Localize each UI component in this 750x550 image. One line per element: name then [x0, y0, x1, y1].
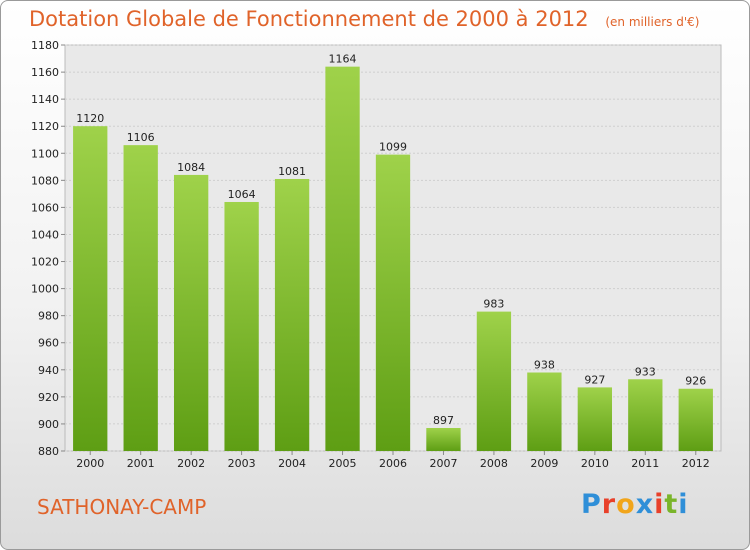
proxiti-logo: Proxiti — [581, 489, 689, 520]
data-label-2012: 926 — [685, 375, 706, 388]
logo-letter: P — [581, 489, 602, 520]
city-name: SATHONAY-CAMP — [37, 495, 207, 519]
y-tick-label: 940 — [38, 364, 59, 377]
x-tick-label-2004: 2004 — [278, 457, 306, 470]
bar-2005 — [325, 66, 360, 452]
data-label-2005: 1164 — [329, 53, 357, 66]
bar-2004 — [274, 178, 310, 452]
chart-title-text: Dotation Globale de Fonctionnement de 20… — [29, 7, 589, 31]
data-label-2006: 1099 — [379, 141, 407, 154]
y-tick-label: 980 — [38, 310, 59, 323]
y-tick-label: 1160 — [31, 66, 59, 79]
bar-2000 — [73, 126, 108, 451]
logo-letter: t — [664, 489, 679, 520]
y-tick-label: 1180 — [31, 39, 59, 52]
y-tick-label: 1080 — [31, 174, 59, 187]
x-tick-label-2008: 2008 — [480, 457, 508, 470]
data-label-2011: 933 — [635, 365, 656, 378]
y-tick-label: 880 — [38, 445, 59, 458]
logo-letter: i — [678, 489, 689, 520]
logo-letter: i — [654, 489, 665, 520]
y-tick-label: 1120 — [31, 120, 59, 133]
data-label-2009: 938 — [534, 359, 555, 372]
data-label-2007: 897 — [433, 414, 454, 427]
y-tick-label: 1100 — [31, 147, 59, 160]
bar-2002 — [173, 174, 209, 452]
bar-2011 — [628, 379, 663, 451]
y-tick-label: 900 — [38, 418, 59, 431]
x-tick-label-2011: 2011 — [631, 457, 659, 470]
x-tick-label-2003: 2003 — [228, 457, 256, 470]
bar-2001 — [123, 145, 158, 451]
y-tick-label: 1040 — [31, 228, 59, 241]
bar-2009 — [527, 372, 562, 451]
logo-letter: o — [616, 489, 636, 520]
x-tick-label-2000: 2000 — [76, 457, 104, 470]
bar-2012 — [678, 388, 713, 451]
data-label-2002: 1084 — [177, 161, 205, 174]
bar-2010 — [577, 387, 613, 451]
bar-2003 — [224, 201, 259, 451]
x-tick-label-2010: 2010 — [581, 457, 609, 470]
x-tick-label-2007: 2007 — [429, 457, 457, 470]
bar-2007 — [426, 427, 461, 451]
chart-subtitle: (en milliers d'€) — [605, 15, 700, 29]
data-label-2010: 927 — [584, 373, 605, 386]
x-tick-label-2005: 2005 — [329, 457, 357, 470]
y-tick-label: 960 — [38, 337, 59, 350]
data-label-2000: 1120 — [76, 112, 104, 125]
logo-letter: x — [635, 489, 655, 520]
bar-2006 — [375, 154, 411, 451]
x-tick-label-2006: 2006 — [379, 457, 407, 470]
x-tick-label-2012: 2012 — [682, 457, 710, 470]
y-tick-label: 1140 — [31, 93, 59, 106]
data-label-2004: 1081 — [278, 165, 306, 178]
bar-2008 — [476, 311, 512, 451]
chart-title: Dotation Globale de Fonctionnement de 20… — [29, 7, 699, 31]
y-tick-label: 1060 — [31, 201, 59, 214]
x-tick-label-2002: 2002 — [177, 457, 205, 470]
y-tick-label: 1020 — [31, 256, 59, 269]
y-tick-label: 1000 — [31, 283, 59, 296]
x-tick-label-2001: 2001 — [127, 457, 155, 470]
data-label-2001: 1106 — [127, 131, 155, 144]
x-tick-label-2009: 2009 — [530, 457, 558, 470]
y-tick-label: 920 — [38, 391, 59, 404]
logo-letter: r — [601, 489, 617, 520]
data-label-2008: 983 — [483, 298, 504, 311]
data-label-2003: 1064 — [228, 188, 256, 201]
